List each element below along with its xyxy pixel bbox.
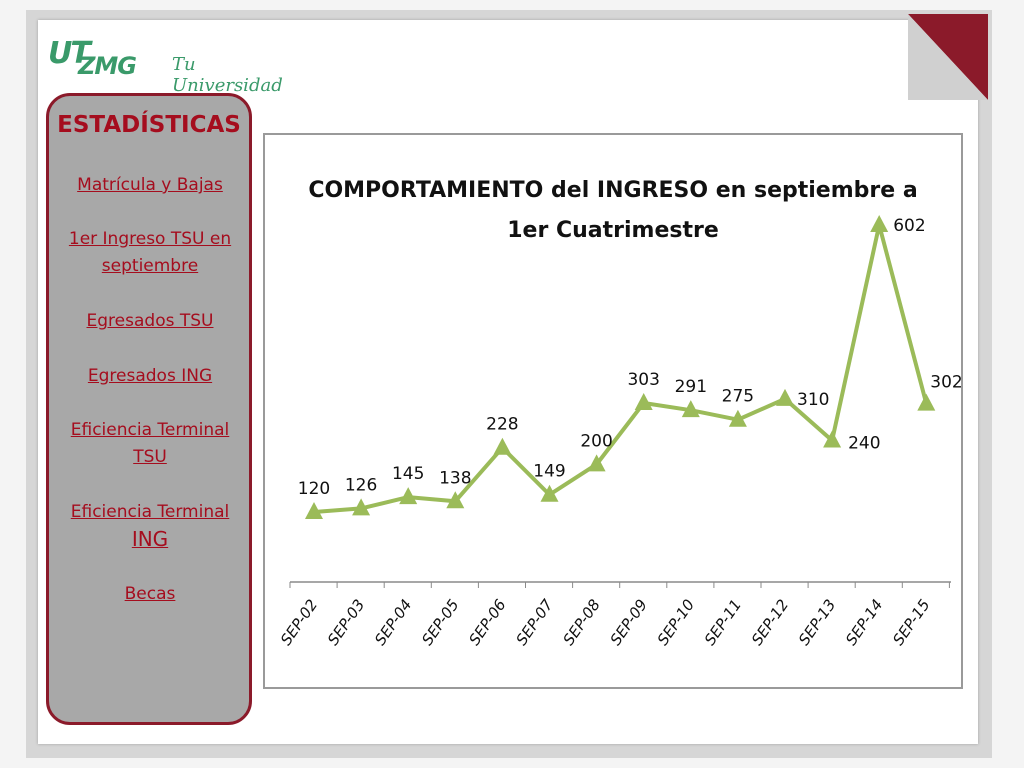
- chart-title-line2: 1er Cuatrimestre: [507, 218, 719, 243]
- nav-link-label: Eficiencia Terminal: [70, 502, 230, 522]
- x-tick-label: SEP-03: [324, 596, 368, 649]
- sidebar-panel: ESTADÍSTICAS Matrícula y Bajas 1er Ingre…: [46, 93, 252, 725]
- nav-link-label: Matrícula y Bajas: [77, 175, 223, 195]
- x-tick-label: SEP-15: [889, 596, 933, 649]
- data-point-marker: [399, 487, 418, 505]
- data-point-marker: [587, 454, 606, 472]
- data-point-marker: [540, 484, 559, 502]
- nav-link-label-cont: septiembre: [101, 256, 199, 276]
- data-point-marker: [917, 393, 936, 411]
- x-tick-label: SEP-05: [418, 596, 462, 649]
- x-tick-label: SEP-12: [748, 596, 792, 649]
- line-chart: 120 126 145 138 228 149 200 303 291 275 310 240 602 3…: [277, 215, 961, 649]
- x-tick-label: SEP-09: [607, 596, 651, 649]
- nav-link-becas[interactable]: Becas: [55, 581, 245, 608]
- nav-link-label-cont: TSU: [133, 447, 167, 467]
- series-line: [313, 223, 929, 514]
- data-label: 302: [930, 373, 961, 393]
- chart-title: COMPORTAMIENTO del INGRESO en septiembre…: [265, 171, 961, 251]
- nav-link-eficiencia-terminal-ing[interactable]: Eficiencia Terminal ING: [55, 499, 245, 555]
- x-tick-label: SEP-07: [512, 596, 557, 649]
- sidebar-title: ESTADÍSTICAS: [57, 112, 241, 138]
- data-label: 149: [533, 462, 565, 482]
- x-tick-label: SEP-13: [795, 596, 839, 649]
- data-point-marker: [870, 215, 889, 232]
- logo-zmg-text: ZMG: [78, 52, 137, 80]
- nav-link-label: Egresados ING: [87, 366, 213, 386]
- data-label: 138: [439, 468, 471, 488]
- nav-link-eficiencia-terminal-tsu[interactable]: Eficiencia Terminal TSU: [55, 417, 245, 471]
- logo-tagline: Tu Universidad !: [172, 54, 283, 117]
- utzmg-logo: UT ZMG Tu Universidad !: [48, 36, 283, 117]
- data-label: 126: [345, 475, 377, 495]
- chart-container: COMPORTAMIENTO del INGRESO en septiembre…: [263, 133, 963, 689]
- data-point-marker: [305, 502, 323, 519]
- data-point-marker: [493, 437, 512, 455]
- data-label: 310: [797, 390, 829, 410]
- nav-link-egresados-tsu[interactable]: Egresados TSU: [55, 308, 245, 335]
- data-point-marker: [352, 498, 371, 516]
- x-tick-label: SEP-08: [559, 596, 603, 649]
- data-point-marker: [681, 400, 700, 418]
- chart-title-line1: COMPORTAMIENTO del INGRESO en septiembre…: [308, 178, 918, 203]
- data-label: 275: [722, 387, 754, 407]
- x-tick-label: SEP-02: [277, 596, 321, 649]
- nav-link-label: Becas: [124, 584, 176, 604]
- nav-link-label: Eficiencia Terminal: [70, 420, 230, 440]
- logo-ut-text: UT: [48, 36, 91, 71]
- x-tick-label: SEP-04: [371, 596, 415, 649]
- data-point-marker: [823, 430, 842, 448]
- nav-link-label: 1er Ingreso TSU en: [68, 229, 232, 249]
- nav-link-label: Egresados TSU: [86, 311, 214, 331]
- data-label: 291: [675, 377, 707, 397]
- data-label: 303: [627, 370, 659, 390]
- nav-link-matricula-bajas[interactable]: Matrícula y Bajas: [55, 172, 245, 199]
- data-label: 228: [486, 415, 518, 435]
- data-point-marker: [446, 491, 465, 509]
- data-label: 200: [580, 431, 612, 451]
- data-point-marker: [634, 393, 653, 411]
- nav-link-label-cont: ING: [131, 527, 169, 551]
- data-label: 120: [298, 479, 330, 499]
- x-tick-label: SEP-06: [465, 596, 509, 649]
- page-curl-corner: [908, 14, 988, 100]
- nav-link-1er-ingreso-tsu[interactable]: 1er Ingreso TSU en septiembre: [55, 226, 245, 280]
- nav-link-egresados-ing[interactable]: Egresados ING: [55, 363, 245, 390]
- x-tick-label: SEP-11: [701, 596, 745, 649]
- data-label: 602: [893, 216, 925, 236]
- data-label: 240: [848, 434, 880, 454]
- x-tick-label: SEP-10: [654, 596, 698, 649]
- data-label: 145: [392, 464, 424, 484]
- x-tick-label: SEP-14: [842, 596, 886, 649]
- data-point-marker: [776, 388, 794, 406]
- data-point-marker: [728, 409, 747, 427]
